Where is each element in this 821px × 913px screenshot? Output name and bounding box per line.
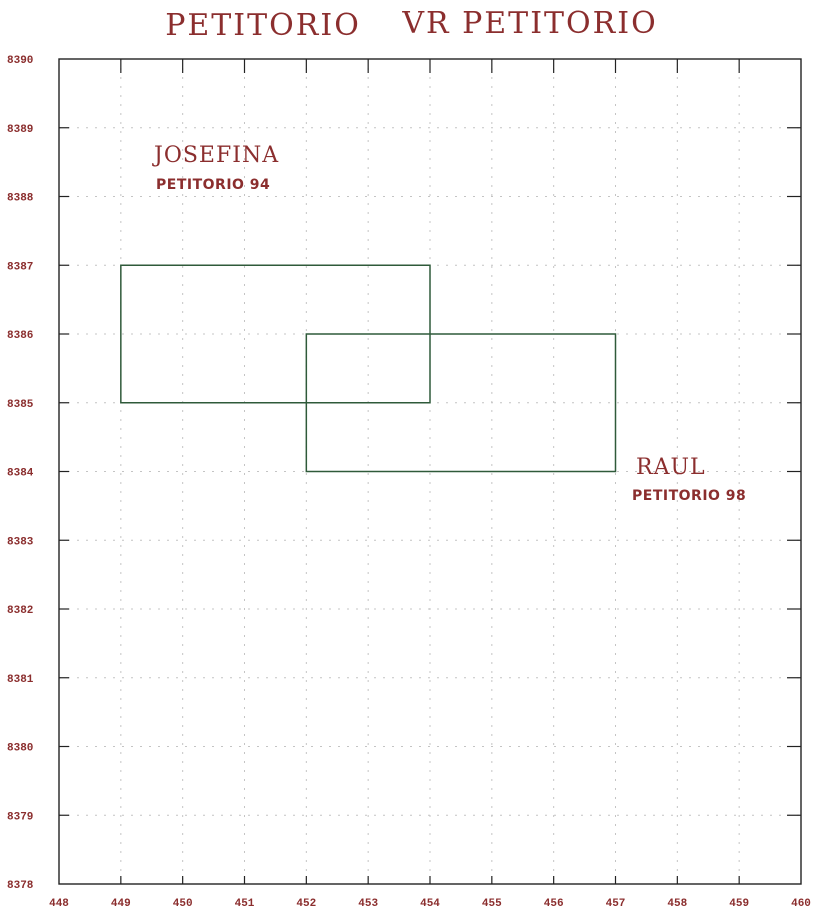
- y-tick-label: 8385: [7, 399, 34, 411]
- x-tick-label: 450: [173, 898, 193, 910]
- map-title-right: VR PETITORIO: [401, 6, 657, 41]
- x-tick-label: 459: [729, 898, 749, 910]
- x-tick-label: 452: [296, 898, 316, 910]
- y-axis-labels: 8390 8389 8388 8387 8386 8385 8384 8383 8382 8381…: [7, 55, 34, 892]
- claim-subtitle-label: PETITORIO 98: [632, 488, 746, 504]
- x-tick-label: 455: [482, 898, 502, 910]
- y-tick-label: 8388: [7, 193, 34, 205]
- map-title-left: PETITORIO: [165, 8, 361, 43]
- y-tick-label: 8380: [7, 743, 33, 755]
- claim-name-label: RAUL: [636, 455, 706, 480]
- y-tick-label: 8383: [7, 536, 34, 548]
- x-tick-label: 458: [667, 898, 687, 910]
- y-tick-label: 8386: [7, 330, 33, 342]
- y-tick-label: 8384: [7, 468, 34, 480]
- x-tick-label: 460: [791, 898, 811, 910]
- x-axis-labels: 448 449 450 451 452 453 454 455 456 457 458 459 460: [49, 898, 811, 910]
- map-frame: [58, 58, 802, 885]
- y-tick-label: 8379: [7, 811, 33, 823]
- y-tick-label: 8381: [7, 674, 34, 686]
- y-tick-label: 8382: [7, 605, 33, 617]
- y-tick-label: 8389: [7, 124, 33, 136]
- x-tick-label: 454: [420, 898, 440, 910]
- claims: JOSEFINA PETITORIO 94 RAUL PETITORIO 98: [120, 143, 746, 504]
- x-tick-label: 453: [358, 898, 378, 910]
- x-tick-label: 451: [235, 898, 255, 910]
- y-tick-label: 8390: [7, 55, 33, 67]
- y-tick-label: 8387: [7, 261, 33, 273]
- claim-boundary: [305, 333, 617, 473]
- x-tick-label: 457: [606, 898, 626, 910]
- claim-josefina: JOSEFINA PETITORIO 94: [120, 143, 431, 404]
- claim-name-label: JOSEFINA: [152, 143, 279, 168]
- x-tick-label: 456: [544, 898, 564, 910]
- claim-raul: RAUL PETITORIO 98: [305, 333, 746, 504]
- x-tick-label: 449: [111, 898, 131, 910]
- claim-subtitle-label: PETITORIO 94: [156, 177, 270, 193]
- map-border: [58, 58, 802, 885]
- x-tick-label: 448: [49, 898, 69, 910]
- y-tick-label: 8378: [7, 880, 34, 892]
